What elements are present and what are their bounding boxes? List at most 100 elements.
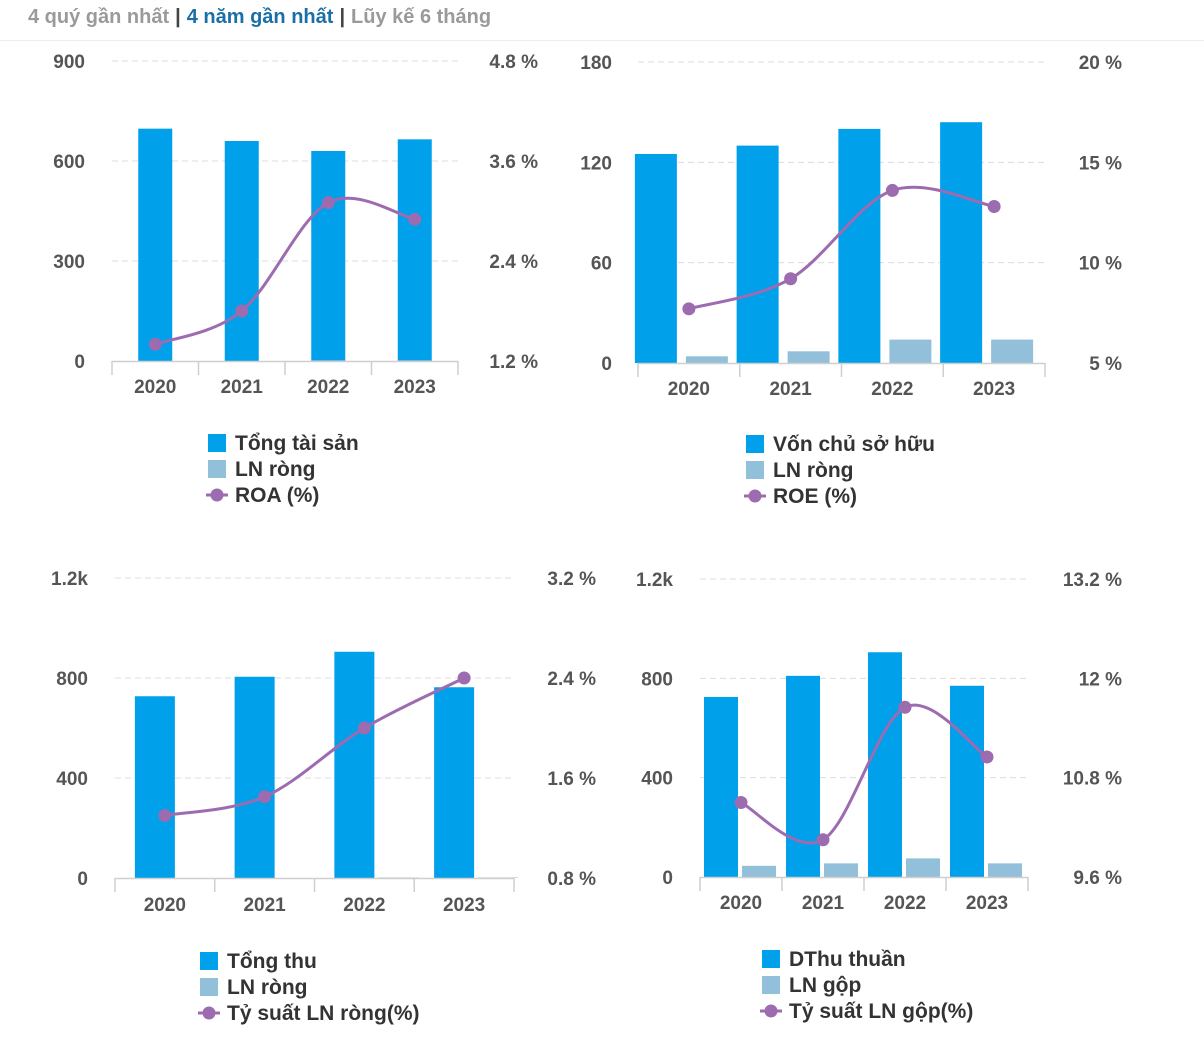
- left-tick-label: 0: [662, 868, 673, 889]
- line-point: [321, 196, 335, 210]
- left-tick-label: 900: [53, 52, 85, 73]
- right-tick-label: 1.6 %: [547, 769, 596, 790]
- line-point: [148, 337, 162, 351]
- legend-swatch: [200, 952, 218, 970]
- x-tick-label: 2021: [802, 893, 845, 914]
- bar-3-primary: [704, 696, 738, 877]
- legend-label: Tỷ suất LN ròng(%): [227, 1002, 420, 1025]
- bar-2-primary: [334, 651, 375, 878]
- line-series: [164, 676, 465, 817]
- bar-0-secondary: [397, 360, 432, 361]
- legend-swatch: [746, 435, 764, 453]
- x-tick-label: 2021: [243, 895, 286, 916]
- x-tick-label: 2020: [134, 377, 176, 398]
- legend-label: LN ròng: [235, 458, 315, 481]
- left-tick-label: 1.2k: [51, 569, 88, 590]
- bar-1-secondary: [787, 351, 830, 363]
- x-tick-label: 2022: [884, 893, 926, 914]
- period-tabs: 4 quý gần nhất | 4 năm gần nhất | Lũy kế 6 t…: [28, 6, 491, 29]
- line-point: [987, 199, 1001, 213]
- chart-3: 0 0.8 % 400 1.6 % 800 2.4 % 1.2k 3.2 % 2020 2021 2…: [51, 569, 596, 1025]
- bar-2-primary: [434, 687, 475, 878]
- x-tick-label: 2023: [443, 895, 485, 916]
- line-point: [980, 750, 994, 764]
- legend-swatch: [746, 461, 764, 479]
- left-tick-label: 1.2k: [636, 570, 673, 591]
- legend-label: Vốn chủ sở hữu: [773, 433, 935, 456]
- legend-label: ROA (%): [235, 484, 319, 507]
- right-tick-label: 2.4 %: [547, 669, 596, 690]
- left-tick-label: 600: [53, 152, 85, 173]
- bar-1-secondary: [889, 339, 932, 363]
- bar-1-primary: [940, 122, 983, 363]
- right-tick-label: 10 %: [1079, 254, 1122, 275]
- left-tick-label: 800: [56, 669, 88, 690]
- tab-separator: |: [339, 6, 346, 28]
- right-tick-label: 4.8 %: [489, 52, 538, 73]
- line-point: [357, 721, 371, 735]
- tabs-divider: [0, 40, 1204, 41]
- tab-6-months-cumulative[interactable]: Lũy kế 6 tháng: [351, 6, 492, 28]
- bar-0-primary: [397, 139, 432, 361]
- line-point: [258, 790, 272, 804]
- x-tick-label: 2023: [966, 893, 1008, 914]
- bar-3-primary: [786, 675, 820, 877]
- left-tick-label: 120: [580, 153, 612, 174]
- right-tick-label: 2.4 %: [489, 252, 538, 273]
- left-tick-label: 0: [601, 354, 612, 375]
- bar-0-primary: [311, 151, 346, 361]
- line-series: [154, 196, 416, 346]
- bar-3-secondary: [988, 863, 1022, 877]
- right-tick-label: 5 %: [1089, 354, 1122, 375]
- bar-1-primary: [634, 153, 677, 363]
- x-tick-label: 2023: [973, 379, 1015, 400]
- legend-label: ROE (%): [773, 485, 857, 508]
- line-point: [457, 671, 471, 685]
- right-tick-label: 9.6 %: [1073, 868, 1122, 889]
- legend-label: LN ròng: [227, 976, 307, 999]
- right-tick-label: 10.8 %: [1063, 769, 1122, 790]
- legend-label: Tỷ suất LN gộp(%): [789, 1000, 973, 1023]
- right-tick-label: 3.2 %: [547, 569, 596, 590]
- bar-0-primary: [224, 141, 259, 361]
- left-tick-label: 60: [591, 254, 612, 275]
- right-tick-label: 0.8 %: [547, 869, 596, 890]
- tab-separator: |: [175, 6, 181, 28]
- right-tick-label: 3.6 %: [489, 152, 538, 173]
- bar-3-secondary: [824, 863, 858, 877]
- legend-label: DThu thuần: [789, 948, 906, 971]
- left-tick-label: 0: [74, 352, 85, 373]
- left-tick-label: 0: [77, 869, 88, 890]
- bar-2-primary: [134, 696, 175, 878]
- right-tick-label: 12 %: [1079, 669, 1122, 690]
- chart-4: 0 9.6 % 400 10.8 % 800 12 % 1.2k 13.2 % 2020 2021…: [636, 570, 1122, 1023]
- line-point: [235, 304, 249, 318]
- bar-1-primary: [838, 128, 881, 363]
- line-point: [784, 272, 798, 286]
- left-tick-label: 300: [53, 252, 85, 273]
- x-tick-label: 2023: [394, 377, 436, 398]
- legend-label: LN gộp: [789, 974, 861, 997]
- line-point: [734, 796, 748, 809]
- x-tick-label: 2020: [144, 895, 186, 916]
- legend-swatch: [762, 976, 780, 994]
- line-point: [816, 833, 830, 847]
- right-tick-label: 13.2 %: [1063, 570, 1122, 591]
- tab-4-years[interactable]: 4 năm gần nhất: [186, 6, 334, 28]
- legend-marker: [210, 488, 224, 502]
- tab-4-quarters[interactable]: 4 quý gần nhất: [28, 6, 170, 28]
- x-tick-label: 2022: [307, 377, 349, 398]
- bar-0-secondary: [311, 360, 346, 361]
- legend-swatch: [762, 950, 780, 968]
- chart-2: 0 5 % 60 10 % 120 15 % 180 20 % 2020 2021 2022 2023…: [580, 53, 1122, 508]
- x-tick-label: 2022: [871, 379, 913, 400]
- bar-0-primary: [138, 128, 173, 361]
- legend-swatch: [208, 460, 226, 478]
- line-point: [898, 700, 912, 714]
- legend-label: LN ròng: [773, 459, 853, 482]
- bar-1-secondary: [685, 356, 728, 363]
- left-tick-label: 800: [641, 669, 673, 690]
- left-tick-label: 180: [580, 53, 612, 74]
- bar-3-secondary: [906, 858, 940, 877]
